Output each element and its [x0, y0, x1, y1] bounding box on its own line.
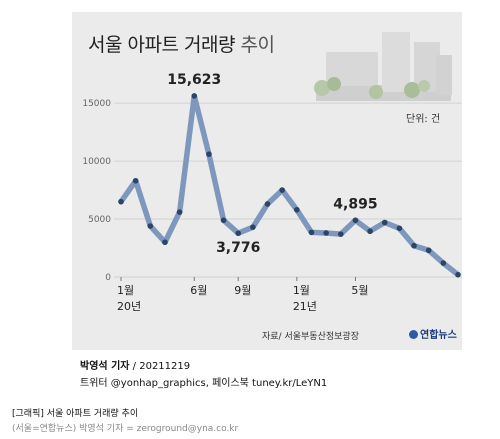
- x-tick-label: 5월: [351, 284, 368, 297]
- data-point: [440, 260, 447, 266]
- data-point: [308, 229, 315, 236]
- data-point: [147, 223, 154, 229]
- data-point: [352, 217, 359, 224]
- y-tick-label: 5000: [88, 215, 111, 225]
- data-point: [220, 217, 227, 224]
- data-point: [162, 239, 168, 246]
- x-tick-label: 20년: [117, 300, 141, 313]
- logo-text: 연합뉴스: [420, 330, 457, 341]
- yonhap-logo: 연합뉴스: [409, 326, 457, 341]
- series-line: [118, 93, 461, 278]
- chart-title: 서울 아파트 거래량 추이: [88, 30, 275, 57]
- y-tick-label: 0: [105, 273, 111, 283]
- x-tick-label: 1월: [293, 284, 310, 297]
- title-main: 서울 아파트 거래량: [88, 34, 235, 56]
- data-point: [264, 201, 271, 207]
- x-tick-label: 1월: [117, 284, 134, 297]
- data-point: [425, 247, 432, 254]
- data-point: [132, 178, 139, 184]
- x-tick-label: 21년: [293, 300, 317, 313]
- social-line: 트위터 @yonhap_graphics, 페이스북 tuney.kr/LeYN…: [80, 378, 328, 389]
- data-point: [455, 271, 461, 278]
- author-name: 박영석 기자: [80, 361, 130, 372]
- data-label: 3,776: [216, 240, 260, 256]
- title-sub: 추이: [240, 34, 275, 56]
- data-point: [191, 93, 198, 99]
- data-label: 15,623: [167, 72, 221, 88]
- data-point: [176, 209, 183, 215]
- data-point: [411, 242, 417, 249]
- x-tick-label: 6월: [190, 284, 207, 297]
- data-point: [206, 151, 212, 157]
- logo-icon: [409, 330, 418, 339]
- author-date: 20211219: [139, 361, 191, 372]
- data-point: [337, 231, 344, 237]
- data-point: [294, 206, 300, 213]
- data-point: [367, 228, 373, 235]
- data-point: [235, 230, 242, 237]
- data-label: 4,895: [333, 196, 377, 212]
- data-point: [279, 187, 285, 193]
- y-tick-label: 15000: [82, 99, 111, 109]
- y-tick-label: 10000: [82, 157, 111, 167]
- author-line: 박영석 기자 / 20211219: [80, 361, 191, 372]
- x-tick-label: 9월: [234, 284, 251, 297]
- data-point: [250, 224, 256, 230]
- data-point: [323, 230, 329, 236]
- data-point: [118, 198, 124, 205]
- buildings-illustration: [314, 32, 452, 101]
- caption-title: [그래픽] 서울 아파트 거래량 추이: [12, 409, 139, 419]
- data-point: [381, 219, 388, 226]
- unit-label: 단위: 건: [406, 114, 441, 125]
- data-point: [396, 225, 403, 232]
- caption-byline: (서울=연합뉴스) 박영석 기자 = zeroground@yna.co.kr: [12, 424, 239, 434]
- source-note: 자료/ 서울부동산정보광장: [262, 332, 359, 342]
